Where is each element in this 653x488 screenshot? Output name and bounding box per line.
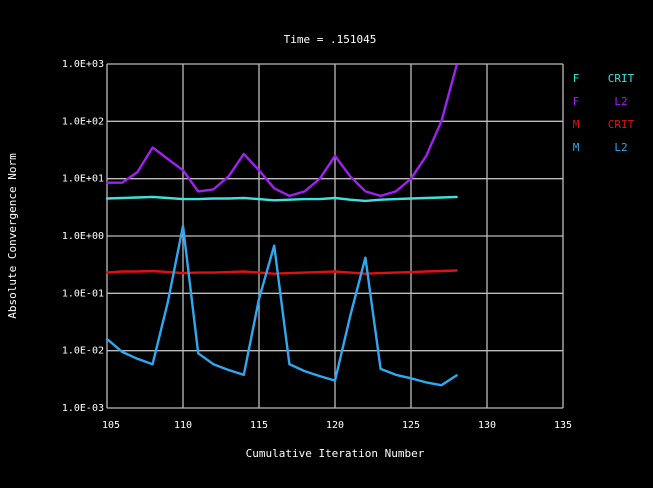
y-tick-label: 1.0E+00	[62, 231, 104, 242]
x-tick-label: 110	[174, 420, 192, 431]
x-tick-label: 105	[102, 420, 120, 431]
legend-label-prefix: M	[573, 118, 580, 131]
legend-label-prefix: M	[573, 141, 580, 154]
y-tick-label: 1.0E-03	[62, 403, 104, 414]
legend-label-prefix: F	[573, 95, 580, 108]
chart-title: Time = .151045	[284, 33, 377, 46]
series-line-f-crit	[105, 195, 458, 203]
x-tick-label: 115	[250, 420, 268, 431]
legend-label-name: L2	[614, 95, 627, 108]
legend-label-name: CRIT	[608, 72, 635, 85]
series-line-f-l2	[105, 64, 458, 198]
legend-label-name: L2	[614, 141, 627, 154]
x-tick-label: 130	[478, 420, 496, 431]
tick-labels: 105 110 115 120 125 130 135 1.0E-03 1.0E-02 1.0E-…	[62, 59, 572, 431]
series-line-m-crit	[105, 269, 458, 275]
y-tick-label: 1.0E+03	[62, 59, 104, 70]
x-tick-label: 120	[326, 420, 344, 431]
y-tick-label: 1.0E+01	[62, 174, 104, 185]
y-tick-label: 1.0E+02	[62, 116, 104, 127]
x-tick-label: 125	[402, 420, 420, 431]
legend-label-name: CRIT	[608, 118, 635, 131]
legend-label-prefix: F	[573, 72, 580, 85]
y-tick-label: 1.0E-02	[62, 346, 104, 357]
x-tick-label: 135	[554, 420, 572, 431]
legend: F CRIT F L2 M CRIT M L2	[573, 72, 635, 154]
x-axis-label: Cumulative Iteration Number	[246, 447, 425, 460]
y-tick-label: 1.0E-01	[62, 288, 104, 299]
series-line-m-l2	[105, 224, 458, 387]
y-axis-label: Absolute Convergence Norm	[6, 153, 19, 319]
data-series	[105, 64, 458, 387]
